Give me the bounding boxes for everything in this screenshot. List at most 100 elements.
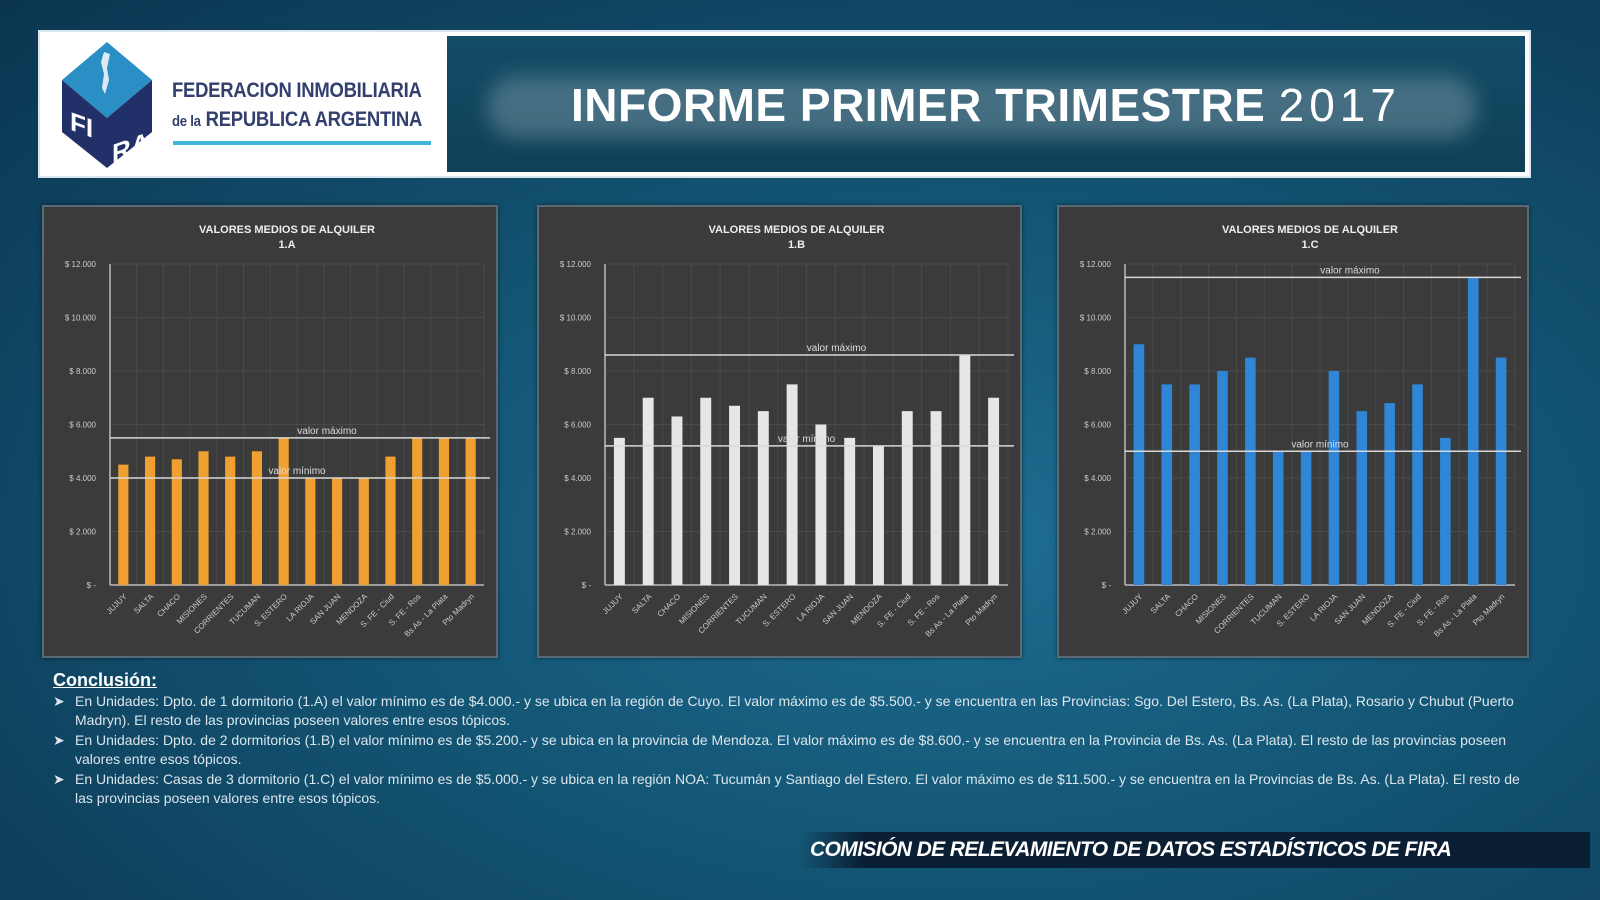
bar-corrientes [729,405,741,585]
x-tick-label: SALTA [1149,592,1173,616]
conclusion-item: ➤ En Unidades: Dpto. de 1 dormitorio (1.A… [53,692,1514,729]
y-tick-label: $ 8.000 [69,367,96,376]
bar-jujuy [1133,344,1145,585]
y-tick-label: $ 2.000 [69,528,96,537]
x-tick-label: SALTA [132,592,156,616]
bar-la-rioja [305,478,316,585]
conclusion-item: ➤ En Unidades: Dpto. de 2 dormitorios (1.… [53,731,1507,768]
footer-text: COMISIÓN DE RELEVAMIENTO DE DATOS ESTADÍ… [810,838,1452,861]
x-tick-label: CHACO [656,592,683,619]
bar-misiones [1217,371,1228,585]
bar-tucuman [1272,451,1284,585]
y-tick-label: $ 12.000 [1080,260,1112,269]
bar-s-fe-ros [930,411,942,585]
footer-banner: COMISIÓN DE RELEVAMIENTO DE DATOS ESTADÍ… [800,832,1590,868]
bar-s-fe-ciud [385,456,396,585]
y-tick-label: $ 12.000 [65,260,97,269]
conclusion-item: ➤ En Unidades: Casas de 3 dormitorio (1.C… [53,770,1520,807]
bar-mendoza [358,478,369,585]
bar-s-fe-ciud [1412,384,1423,585]
bar-chaco [671,416,683,585]
bar-s-estero [786,384,798,585]
chart-title: VALORES MEDIOS DE ALQUILER [199,224,375,236]
y-tick-label: $ - [87,581,97,590]
bar-chaco [171,459,182,585]
arrowhead-bullet-icon: ➤ [53,692,65,709]
y-tick-label: $ 6.000 [1084,421,1111,430]
bar-pto-madryn [988,397,1000,585]
bar-la-rioja [1328,371,1340,585]
bar-mendoza [1384,403,1395,585]
bar-s-fe-ciud [901,411,913,585]
y-tick-label: $ 10.000 [1080,314,1112,323]
y-tick-label: $ 8.000 [564,367,591,376]
chart-subtitle: 1.A [278,239,295,251]
reference-line-label: valor máximo [1320,265,1380,276]
bar-s-fe-ros [412,437,423,585]
bar-bs-as-la-plata [438,437,450,585]
chart-1c-svg: VALORES MEDIOS DE ALQUILER 1.C $ - $ 2.000 $… [1080,224,1521,639]
x-tick-label: JUJUY [105,592,129,616]
y-tick-label: $ 4.000 [564,474,591,483]
bar-mendoza [872,445,884,585]
bar-chaco [1189,384,1200,585]
bar-salta [1161,384,1173,585]
bar-misiones [700,397,712,585]
x-tick-label: JUJUY [1120,592,1144,616]
chart-1a-svg: VALORES MEDIOS DE ALQUILER 1.A $ - $ 2.000 $… [65,224,490,639]
y-tick-label: $ 4.000 [69,474,96,483]
conclusion-section: Conclusión: ➤ En Unidades: Dpto. de 1 dor… [53,670,1533,809]
bar-pto-madryn [1495,357,1507,585]
bar-la-rioja [815,424,827,585]
organization-name: FEDERACION INMOBILIARIA de la REPUBLICA … [172,79,423,131]
reference-line-label: valor máximo [297,426,357,437]
bar-bs-as-la-plata [959,354,971,585]
chart-subtitle: 1.C [1301,239,1318,251]
chart-1c: VALORES MEDIOS DE ALQUILER 1.C $ - $ 2.000 $… [1057,205,1529,658]
chart-title: VALORES MEDIOS DE ALQUILER [708,224,884,236]
y-tick-label: $ - [1102,581,1112,590]
x-tick-label: CHACO [155,592,182,619]
y-tick-label: $ 2.000 [564,528,591,537]
reference-line-label: valor mínimo [778,434,836,445]
bar-corrientes [225,456,236,585]
y-tick-label: $ 8.000 [1084,367,1111,376]
x-tick-label: CHACO [1173,592,1200,619]
y-tick-label: $ 2.000 [1084,528,1111,537]
reference-line-label: valor máximo [807,343,867,354]
chart-subtitle: 1.B [788,239,805,251]
y-tick-label: $ 12.000 [560,260,592,269]
bar-salta [642,397,654,585]
arrowhead-bullet-icon: ➤ [53,731,65,748]
bar-salta [144,456,156,585]
arrowhead-bullet-icon: ➤ [53,770,65,787]
bar-s-estero [1300,451,1312,585]
header-banner: FI RA FEDERACION INMOBILIARIA de la REPU… [38,30,1531,178]
chart-1b: VALORES MEDIOS DE ALQUILER 1.B $ - $ 2.000 $… [537,205,1022,658]
conclusion-title: Conclusión: [53,670,157,690]
y-tick-label: $ 6.000 [69,421,96,430]
reference-line-label: valor mínimo [1291,439,1349,450]
org-underline [173,141,431,145]
report-title: INFORME PRIMER TRIMESTRE 2017 [571,79,1401,131]
x-tick-label: SALTA [630,592,654,616]
bar-s-estero [278,437,289,585]
bar-tucuman [757,411,769,585]
y-tick-label: $ 10.000 [65,314,97,323]
bar-san-juan [844,437,856,585]
bar-jujuy [118,464,129,585]
bar-corrientes [1245,357,1256,585]
y-tick-label: $ 10.000 [560,314,592,323]
chart-1b-svg: VALORES MEDIOS DE ALQUILER 1.B $ - $ 2.000 $… [560,224,1014,639]
title-panel: INFORME PRIMER TRIMESTRE 2017 [447,36,1525,172]
chart-title: VALORES MEDIOS DE ALQUILER [1222,224,1398,236]
bar-tucuman [251,451,263,585]
x-tick-label: JUJUY [601,592,625,616]
bar-jujuy [613,437,625,585]
bar-bs-as-la-plata [1467,277,1479,585]
y-tick-label: $ 4.000 [1084,474,1111,483]
bar-san-juan [1356,411,1368,585]
bar-san-juan [331,478,343,585]
bar-misiones [198,451,209,585]
bar-s-fe-ros [1440,437,1451,585]
